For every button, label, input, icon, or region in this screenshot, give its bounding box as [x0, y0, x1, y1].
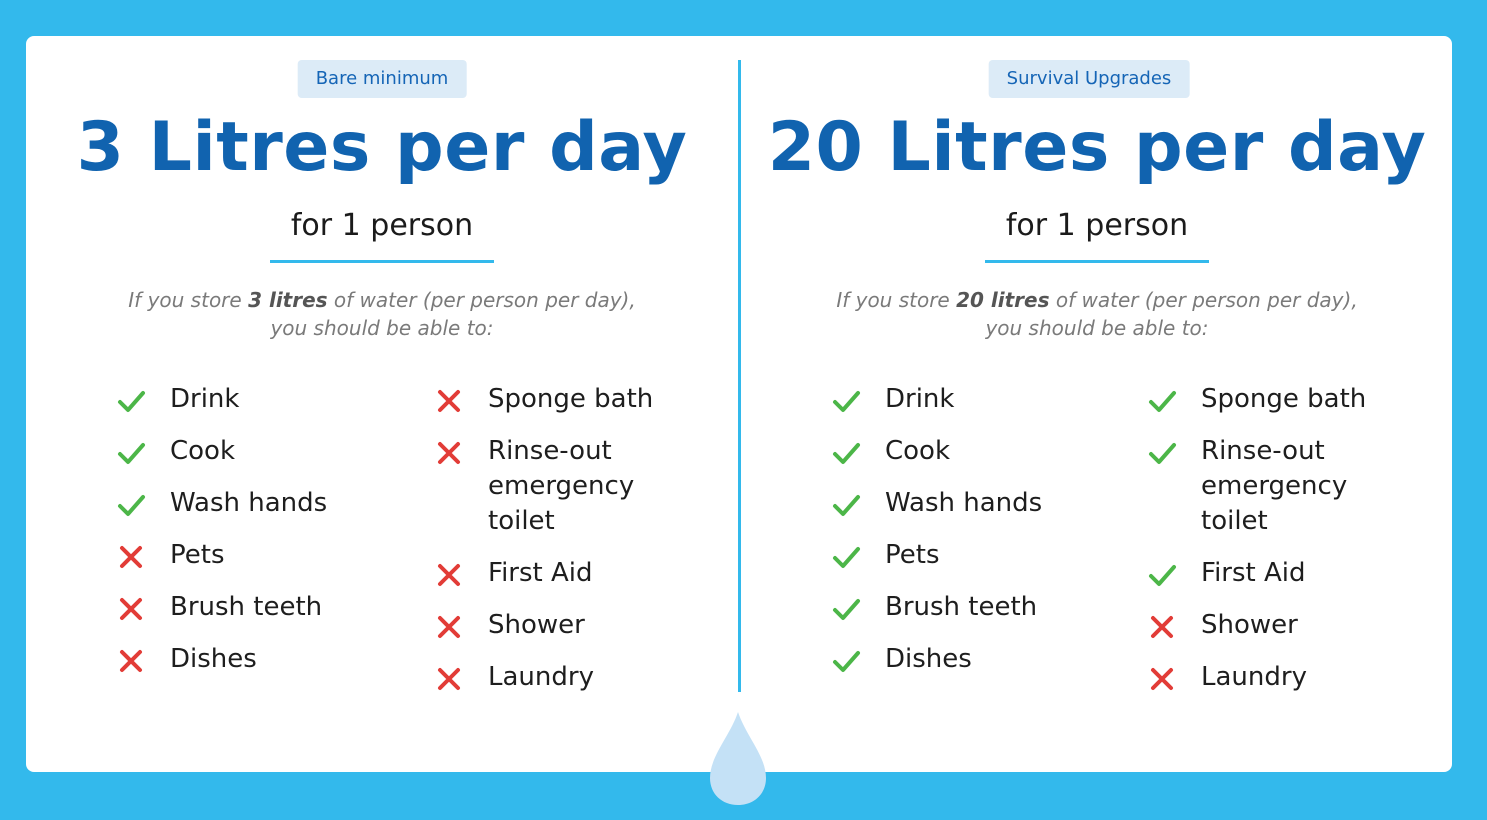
activity-label: Drink: [170, 384, 240, 414]
cross-icon: [438, 668, 460, 690]
activity-item: Pets: [116, 538, 396, 573]
activity-item: First Aid: [434, 556, 674, 591]
activity-label: Wash hands: [170, 488, 328, 518]
cross-icon: [438, 442, 460, 464]
activity-label: Laundry: [488, 662, 594, 692]
checkmark-icon: [833, 651, 860, 672]
panel-subtitle: for 1 person: [1005, 208, 1189, 243]
activity-label: Shower: [488, 610, 585, 640]
bare-minimum-panel: Bare minimum 3 Litres per day for 1 pers…: [0, 0, 738, 820]
activity-column-2: Sponge bath Rinse-out emergency toilet Fir…: [1147, 382, 1387, 695]
activity-column-1: Drink Cook Wash hands Pets Brush teeth Dishes: [116, 382, 396, 677]
activity-item: Laundry: [434, 660, 674, 695]
note-amount: 20 litres: [956, 288, 1050, 312]
survival-upgrades-panel: Survival Upgrades 20 Litres per day for …: [741, 0, 1487, 820]
activity-item: Dishes: [831, 642, 1111, 677]
checkmark-icon: [1149, 565, 1176, 586]
cross-icon: [438, 564, 460, 586]
activity-label: Pets: [170, 540, 225, 570]
cross-icon: [120, 598, 142, 620]
note-amount: 3 litres: [248, 288, 328, 312]
note-prefix: If you store: [836, 288, 957, 312]
subtitle-underline: [270, 260, 494, 263]
cross-icon: [120, 546, 142, 568]
activity-item: Drink: [116, 382, 396, 417]
activity-item: Sponge bath: [1147, 382, 1387, 417]
checkmark-icon: [118, 443, 145, 464]
activity-label: Cook: [885, 436, 951, 466]
activity-column-1: Drink Cook Wash hands Pets Brush teeth Dishes: [831, 382, 1111, 677]
activity-label: Cook: [170, 436, 236, 466]
activity-item: Sponge bath: [434, 382, 674, 417]
checkmark-icon: [833, 391, 860, 412]
activity-item: First Aid: [1147, 556, 1387, 591]
note-line2: you should be able to:: [270, 316, 494, 340]
panel-badge: Bare minimum: [297, 60, 467, 98]
activity-item: Cook: [116, 434, 396, 469]
checkmark-icon: [833, 443, 860, 464]
activity-label: Pets: [885, 540, 940, 570]
activity-item: Shower: [434, 608, 674, 643]
activity-label: Drink: [885, 384, 955, 414]
panel-badge: Survival Upgrades: [988, 60, 1190, 98]
center-divider: [738, 60, 741, 692]
activity-label: Sponge bath: [1201, 384, 1367, 414]
activity-label: Brush teeth: [170, 592, 323, 622]
activity-label: Rinse-out emergency toilet: [1201, 436, 1348, 536]
activity-item: Laundry: [1147, 660, 1387, 695]
cross-icon: [438, 616, 460, 638]
activity-item: Wash hands: [116, 486, 396, 521]
activity-item: Brush teeth: [116, 590, 396, 625]
activity-label: First Aid: [1201, 558, 1306, 588]
panel-subtitle: for 1 person: [290, 208, 474, 243]
activity-item: Cook: [831, 434, 1111, 469]
panel-title: 3 Litres per day: [76, 108, 688, 187]
activity-label: Wash hands: [885, 488, 1043, 518]
activity-item: Drink: [831, 382, 1111, 417]
activity-item: Rinse-out emergency toilet: [434, 434, 674, 539]
activity-item: Pets: [831, 538, 1111, 573]
activity-label: Dishes: [170, 644, 257, 674]
activity-label: Rinse-out emergency toilet: [488, 436, 635, 536]
activity-label: Brush teeth: [885, 592, 1038, 622]
activity-label: Sponge bath: [488, 384, 654, 414]
panel-note: If you store 20 litres of water (per per…: [817, 286, 1377, 342]
activity-label: First Aid: [488, 558, 593, 588]
activity-item: Wash hands: [831, 486, 1111, 521]
note-suffix: of water (per person per day),: [327, 288, 636, 312]
activity-label: Laundry: [1201, 662, 1307, 692]
note-prefix: If you store: [128, 288, 249, 312]
cross-icon: [1151, 616, 1173, 638]
panel-title: 20 Litres per day: [767, 108, 1427, 187]
water-drop-icon: [710, 712, 766, 805]
checkmark-icon: [1149, 443, 1176, 464]
checkmark-icon: [833, 599, 860, 620]
panel-note: If you store 3 litres of water (per pers…: [102, 286, 662, 342]
activity-label: Shower: [1201, 610, 1298, 640]
subtitle-underline: [985, 260, 1209, 263]
cross-icon: [120, 650, 142, 672]
activity-item: Rinse-out emergency toilet: [1147, 434, 1387, 539]
cross-icon: [1151, 668, 1173, 690]
checkmark-icon: [118, 495, 145, 516]
activity-label: Dishes: [885, 644, 972, 674]
checkmark-icon: [118, 391, 145, 412]
note-suffix: of water (per person per day),: [1049, 288, 1358, 312]
activity-item: Brush teeth: [831, 590, 1111, 625]
checkmark-icon: [1149, 391, 1176, 412]
activity-item: Shower: [1147, 608, 1387, 643]
checkmark-icon: [833, 495, 860, 516]
checkmark-icon: [833, 547, 860, 568]
note-line2: you should be able to:: [985, 316, 1209, 340]
activity-column-2: Sponge bath Rinse-out emergency toilet Fir…: [434, 382, 674, 695]
activity-item: Dishes: [116, 642, 396, 677]
cross-icon: [438, 390, 460, 412]
